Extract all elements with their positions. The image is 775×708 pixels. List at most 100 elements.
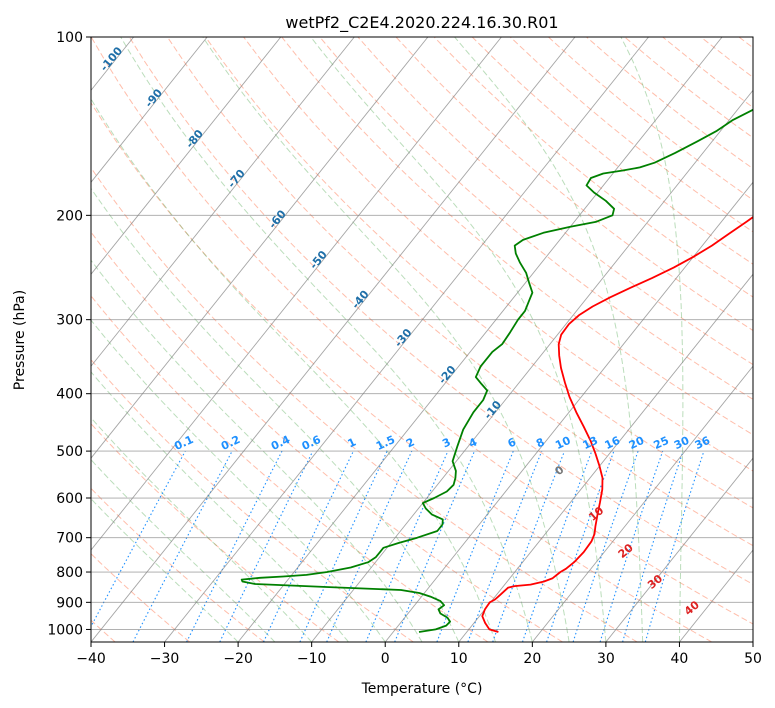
moist-adiabat [91, 371, 349, 642]
y-tick-label: 700 [56, 531, 83, 547]
mixing-ratio-line [91, 450, 186, 628]
saturation-label: -30 [392, 326, 415, 350]
mixing-ratio-label: 0.1 [172, 433, 195, 453]
isotherm [605, 457, 753, 642]
mixing-ratio-line [436, 450, 514, 642]
dry-adiabat [548, 37, 753, 201]
y-tick-label: 800 [56, 565, 83, 581]
mixing-ratio-line [263, 450, 354, 642]
mixing-ratio-label: 4 [467, 435, 480, 450]
mixing-ratio-line [599, 450, 664, 642]
mixing-ratio-line [546, 450, 615, 642]
mixing-ratio-label: 25 [652, 434, 671, 452]
moist-adiabat [91, 417, 313, 642]
moist-adiabat [91, 458, 276, 642]
dry-adiabat [128, 37, 753, 585]
isotherm [384, 181, 753, 642]
isotherm [458, 273, 753, 642]
dry-adiabat [433, 37, 753, 298]
isotherm [164, 37, 649, 642]
moist-adiabat [454, 37, 644, 642]
y-tick-label: 300 [56, 313, 83, 329]
x-tick-label: 0 [381, 651, 390, 667]
y-axis-label: Pressure (hPa) [12, 290, 28, 390]
chart-title: wetPf2_C2E4.2020.224.16.30.R01 [285, 13, 558, 33]
dry-adiabat [91, 231, 563, 642]
isotherm [91, 37, 576, 642]
mixing-ratio-line [521, 450, 593, 642]
dry-adiabat [662, 37, 753, 109]
x-tick-label: 40 [671, 651, 689, 667]
dry-adiabat [700, 37, 753, 78]
x-tick-label: −20 [223, 651, 253, 667]
dewpoint-line [240, 108, 753, 633]
mixing-ratio-label: 3 [440, 435, 452, 450]
profiles [240, 108, 753, 633]
y-tick-label: 400 [56, 387, 83, 403]
isotherm [531, 365, 753, 642]
dry-adiabat [91, 358, 414, 642]
mixing-ratio-line [326, 450, 413, 642]
dry-adiabat [395, 37, 753, 332]
y-axis-ticks: 1000 900 800 700 600 500 400 300 200 100 [47, 30, 91, 638]
y-tick-label: 1000 [47, 622, 83, 638]
moist-adiabat [91, 259, 423, 642]
x-tick-label: 10 [450, 651, 468, 667]
isotherm [237, 37, 723, 642]
mixing-ratio-label: 6 [506, 435, 519, 450]
dry-adiabat [319, 37, 753, 400]
isotherm [91, 37, 282, 275]
moist-adiabat [91, 187, 460, 642]
y-tick-label: 600 [56, 491, 83, 507]
moist-adiabat [120, 37, 533, 642]
isotherm [91, 37, 429, 459]
saturation-label: -70 [225, 167, 248, 191]
mixing-ratio-label: 1 [346, 435, 358, 450]
isotherm [91, 37, 355, 367]
y-tick-label: 100 [56, 30, 83, 46]
mixing-ratio-label: 20 [627, 434, 647, 452]
mixing-ratio-line [492, 450, 566, 642]
y-tick-label: 200 [56, 208, 83, 224]
dry-adiabat [91, 37, 753, 625]
dry-adiabat [738, 37, 753, 49]
dry-adiabat [91, 101, 713, 642]
saturation-label: -50 [307, 248, 330, 272]
isotherm [91, 37, 208, 183]
isotherms [0, 37, 753, 642]
mixing-ratio-line [365, 450, 449, 642]
x-tick-label: 50 [744, 651, 762, 667]
saturation-label: -20 [436, 363, 459, 387]
isotherm [91, 37, 502, 551]
dry-adiabat [205, 37, 753, 509]
moist-adiabat [91, 97, 497, 642]
mixing-ratio-lines [91, 450, 705, 642]
dry-adiabat [91, 295, 489, 642]
y-tick-label: 500 [56, 444, 83, 460]
saturation-label: -90 [142, 86, 165, 110]
moist-adiabat [310, 37, 607, 642]
isotherm [0, 37, 60, 642]
dry-adiabat [357, 37, 753, 366]
mixing-ratio-label: 13 [581, 434, 600, 452]
mixing-ratio-line [299, 450, 388, 642]
mixing-ratio-label: 1.5 [374, 433, 397, 453]
plot-frame [90, 36, 754, 643]
x-tick-label: 30 [597, 651, 615, 667]
theta-label: 40 [682, 598, 702, 618]
dry-adiabats [91, 37, 753, 642]
mixing-ratio-label: 10 [553, 434, 573, 452]
dry-adiabat [91, 553, 191, 642]
y-tick-label: 900 [56, 595, 83, 611]
temperature-line [481, 216, 753, 633]
mixing-ratio-label: 0.6 [300, 433, 323, 453]
dry-adiabat [166, 37, 753, 547]
dry-adiabat [91, 487, 265, 642]
dry-adiabat [91, 166, 638, 642]
mixing-ratio-line [572, 450, 639, 642]
moist-adiabat [620, 37, 684, 642]
mixing-ratio-label: 30 [672, 434, 692, 452]
mixing-ratio-label: 36 [693, 434, 713, 452]
mixing-ratio-line [394, 450, 476, 642]
